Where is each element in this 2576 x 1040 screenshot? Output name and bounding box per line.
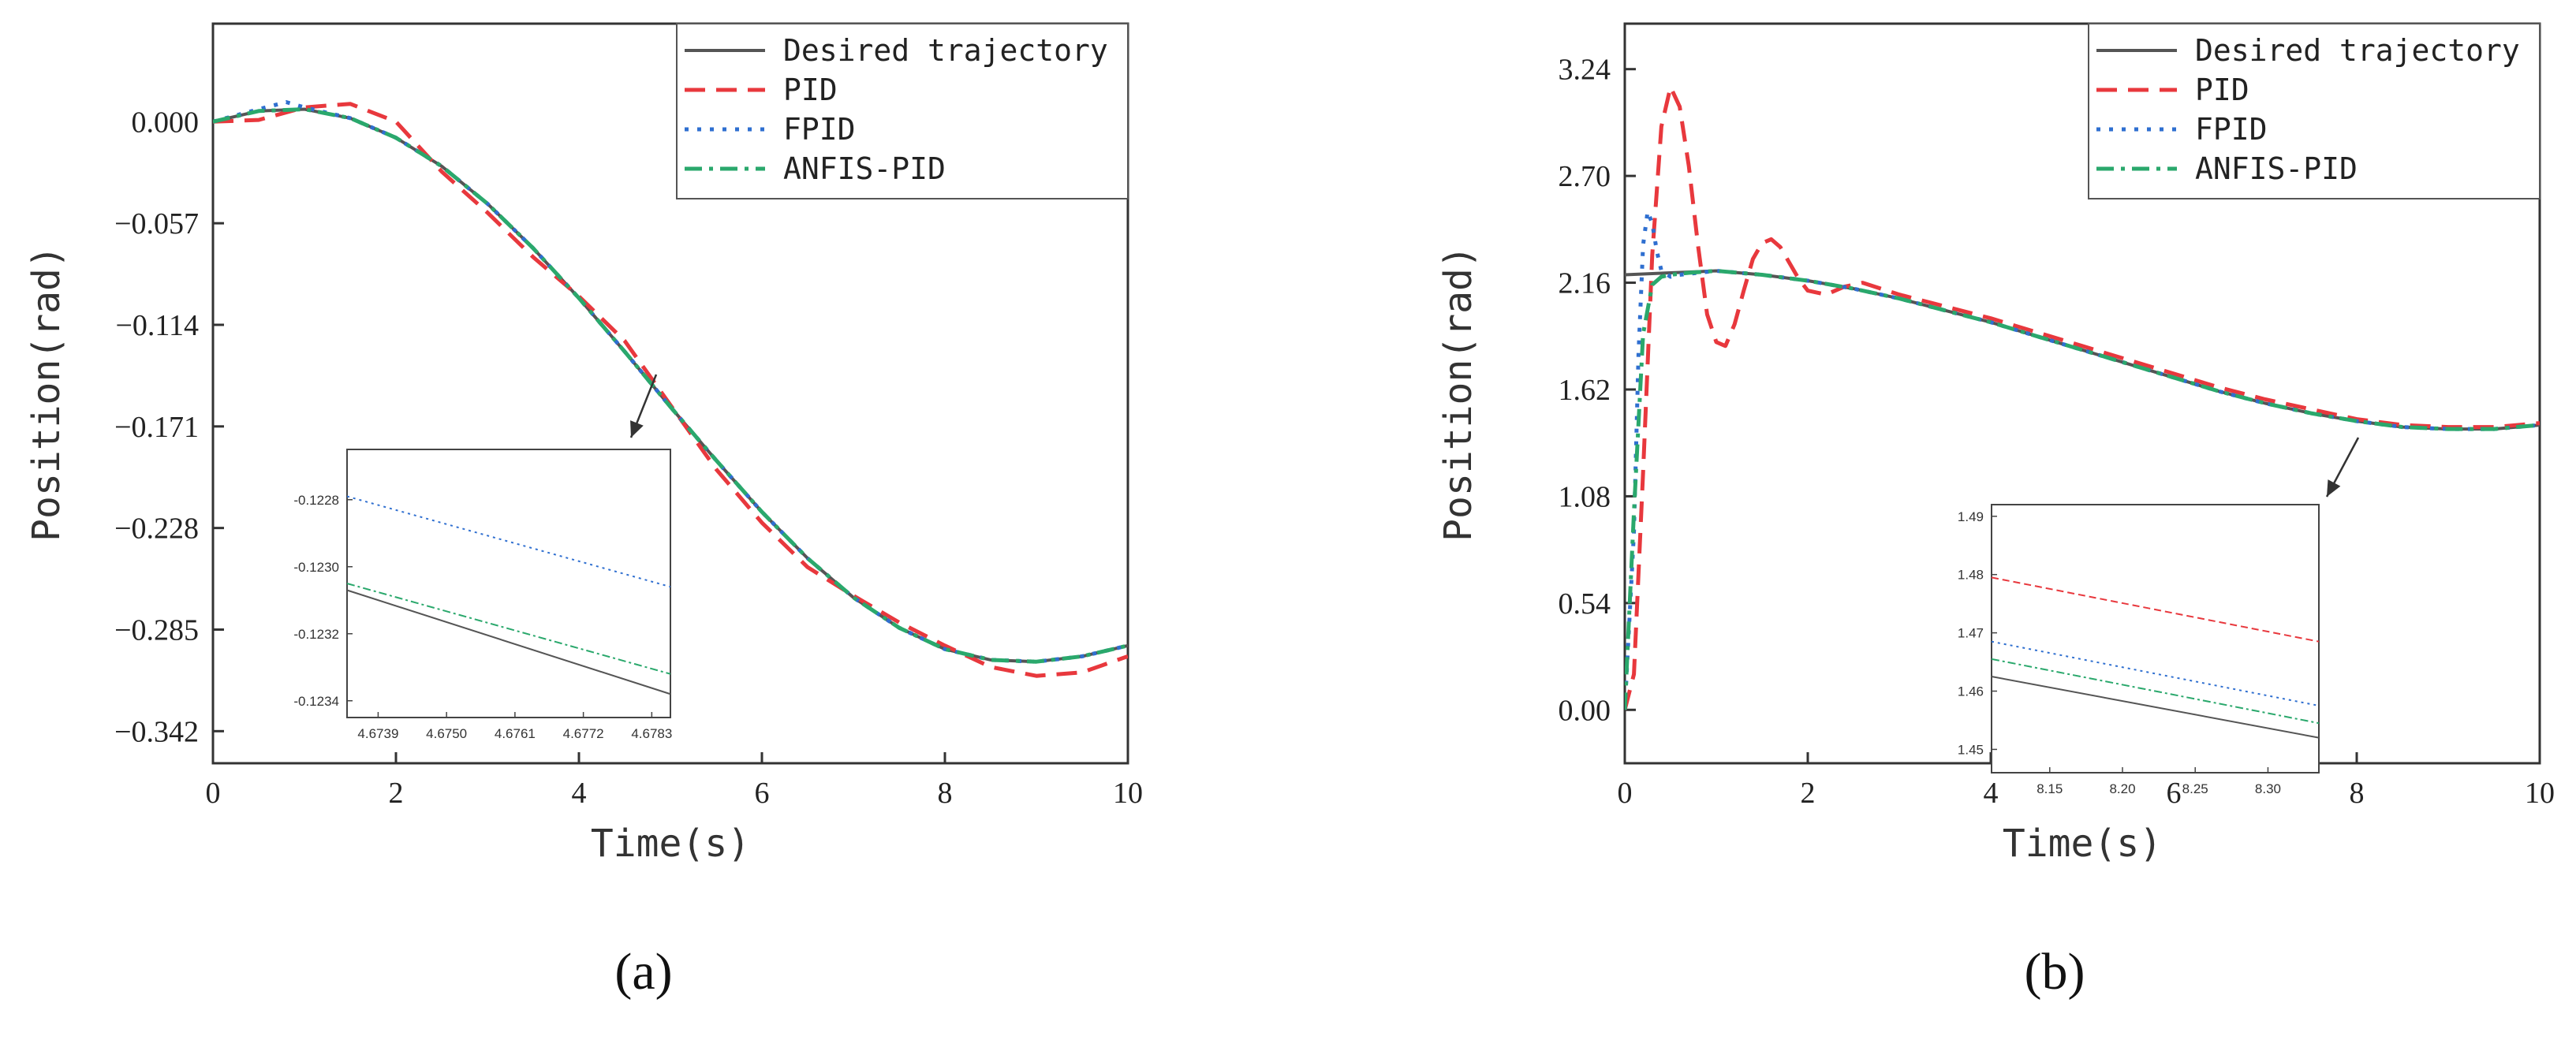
zoom-arrow-head — [2327, 479, 2341, 497]
legend-label: ANFIS-PID — [783, 151, 946, 186]
chart-panel-a: 0 2 4 6 8 10 0.000 −0.057 −0.114 −0.171 −0.228 −0.2… — [24, 22, 1143, 1001]
y-tick-label: 0.000 — [132, 106, 200, 139]
x-tick-label: 2 — [1801, 777, 1816, 810]
legend-label: Desired trajectory — [2195, 33, 2520, 68]
inset-series-line-pid — [1991, 576, 2320, 643]
series-group — [1625, 84, 2540, 710]
inset-series-line-desired-trajectory — [346, 589, 671, 695]
x-tick-label: 6 — [755, 777, 770, 810]
y-tick-label: −0.342 — [114, 715, 199, 748]
legend-box — [676, 23, 1129, 199]
legend-label: ANFIS-PID — [2195, 151, 2358, 186]
inset-series-line-anfis-pid — [346, 583, 671, 675]
inset-x-tick-label: 8.15 — [2037, 781, 2063, 796]
y-tick-label: 2.70 — [1559, 160, 1611, 193]
x-tick-label: 2 — [389, 777, 404, 810]
x-axis-title: Time(s) — [591, 822, 750, 866]
inset-frame — [1991, 504, 2320, 773]
inset-x-tick-label: 4.6739 — [357, 726, 398, 741]
x-tick-label: 4 — [572, 777, 587, 810]
y-axis-title: Position(rad) — [24, 245, 69, 542]
panel-label: (b) — [2025, 943, 2085, 1001]
inset-series-line-anfis-pid — [1991, 658, 2320, 725]
inset-series-line-fpid — [1991, 640, 2320, 706]
panel-label: (a) — [614, 943, 672, 1001]
inset-y-tick-label: 1.48 — [1958, 568, 1984, 583]
y-tick-label: 1.08 — [1559, 480, 1611, 513]
legend-label: Desired trajectory — [783, 33, 1108, 68]
x-tick-label: 4 — [1984, 777, 1999, 810]
y-tick-label: −0.057 — [114, 207, 199, 240]
series-group — [213, 100, 1128, 678]
inset-x-tick-label: 4.6750 — [426, 726, 467, 741]
inset-y-tick-label: 1.49 — [1958, 509, 1984, 524]
x-tick-label: 10 — [1113, 777, 1143, 810]
inset-y-tick-label: -0.1232 — [293, 627, 339, 642]
inset-chart: 4.6739 4.6750 4.6761 4.6772 4.6783 -0.1228 -0.… — [293, 449, 672, 741]
x-tick-label: 8 — [938, 777, 953, 810]
legend: Desired trajectory PID FPID ANFIS-PID — [2088, 23, 2541, 199]
legend-box — [2088, 23, 2541, 199]
x-tick-label: 6 — [2167, 777, 2182, 810]
series-line-pid — [1625, 84, 2540, 710]
y-tick-label: 0.00 — [1559, 694, 1611, 727]
inset-y-tick-label: 1.45 — [1958, 742, 1984, 757]
inset-y-tick-label: -0.1228 — [293, 493, 339, 508]
y-tick-label: −0.228 — [114, 513, 199, 546]
y-tick-label: 1.62 — [1559, 374, 1611, 407]
zoom-arrow-head — [630, 420, 644, 438]
legend-label: PID — [2195, 73, 2249, 107]
inset-series-line-desired-trajectory — [1991, 676, 2320, 739]
inset-x-tick-label: 4.6783 — [631, 726, 672, 741]
inset-chart: 8.15 8.20 8.25 8.30 1.45 1.46 1.47 1.48 1.49 — [1958, 504, 2320, 796]
y-axis-title: Position(rad) — [1436, 245, 1480, 542]
legend-label: FPID — [2195, 112, 2268, 147]
inset-frame — [346, 449, 671, 718]
y-tick-label: −0.285 — [114, 613, 199, 647]
inset-y-tick-label: -0.1230 — [293, 560, 339, 575]
legend-label: PID — [783, 73, 838, 107]
y-tick-label: −0.114 — [115, 309, 199, 342]
inset-x-tick-label: 4.6761 — [495, 726, 536, 741]
inset-x-tick-label: 8.20 — [2109, 781, 2135, 796]
inset-series-line-fpid — [346, 495, 671, 588]
y-tick-label: 0.54 — [1559, 587, 1611, 621]
inset-y-tick-label: -0.1234 — [293, 694, 339, 709]
series-line-anfis-pid — [1625, 269, 2540, 710]
x-tick-label: 0 — [1618, 777, 1633, 810]
plot-frame — [211, 22, 1129, 765]
chart-panel-b: 0 2 4 6 8 10 0.00 0.54 1.08 1.62 2.16 2.70 3.24 Time(… — [1436, 22, 2555, 1001]
y-tick-label: −0.171 — [114, 411, 199, 444]
x-tick-label: 8 — [2350, 777, 2365, 810]
x-tick-label: 10 — [2525, 777, 2555, 810]
inset-x-tick-label: 8.25 — [2182, 781, 2208, 796]
y-tick-label: 3.24 — [1559, 54, 1611, 87]
series-line-anfis-pid — [213, 107, 1128, 664]
inset-x-tick-label: 8.30 — [2255, 781, 2281, 796]
inset-y-tick-label: 1.47 — [1958, 626, 1984, 641]
legend-label: FPID — [783, 112, 856, 147]
x-tick-label: 0 — [206, 777, 221, 810]
y-tick-label: 2.16 — [1559, 267, 1611, 300]
series-line-desired-trajectory — [1625, 269, 2540, 431]
inset-y-tick-label: 1.46 — [1958, 684, 1984, 699]
x-axis-title: Time(s) — [2003, 822, 2162, 866]
legend: Desired trajectory PID FPID ANFIS-PID — [676, 23, 1129, 199]
inset-x-tick-label: 4.6772 — [563, 726, 604, 741]
